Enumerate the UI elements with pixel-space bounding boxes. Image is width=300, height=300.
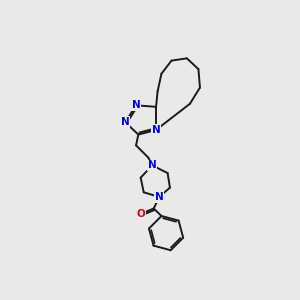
Text: O: O: [136, 209, 145, 219]
Text: N: N: [148, 160, 157, 170]
Text: N: N: [121, 117, 130, 127]
Text: N: N: [152, 125, 161, 135]
Text: N: N: [132, 100, 140, 110]
Text: N: N: [155, 192, 164, 202]
